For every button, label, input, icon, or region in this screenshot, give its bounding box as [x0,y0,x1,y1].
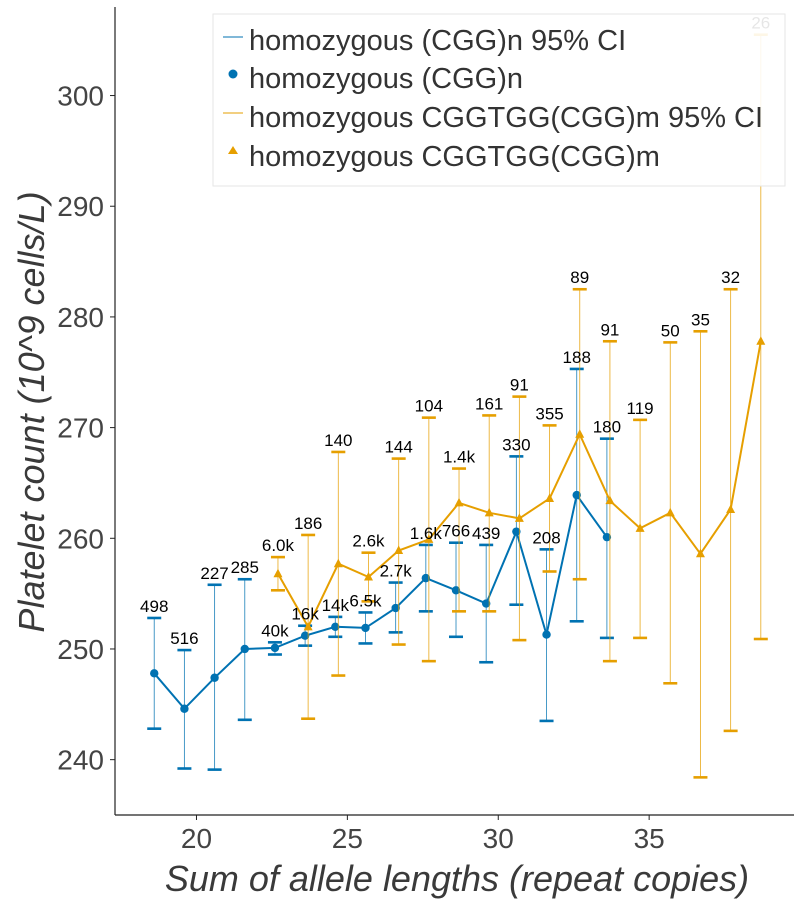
count-label-cggtgg-15: 32 [721,268,740,287]
count-label-cggtgg-6: 1.4k [443,448,476,467]
y-tick-label-300: 300 [57,81,104,112]
point-cggtgg-15 [726,504,736,514]
x-tick-label-30: 30 [483,823,514,854]
count-label-cggtgg-10: 89 [570,268,589,287]
count-label-cgg-3: 285 [231,558,259,577]
count-label-cggtgg-7: 161 [475,394,503,413]
count-label-cggtgg-0: 6.0k [262,536,295,555]
x-axis-title: Sum of allele lengths (repeat copies) [165,858,749,899]
count-label-cgg-2: 227 [200,564,228,583]
point-cggtgg-14 [695,548,705,558]
count-label-cggtgg-5: 104 [415,397,443,416]
count-label-cgg-10: 766 [442,522,470,541]
point-cggtgg-6 [454,497,464,507]
point-cggtgg-9 [545,493,555,502]
point-cgg-6 [331,622,340,632]
point-cgg-11 [481,599,491,608]
series-line-cgg [153,492,608,711]
point-cggtgg-1 [303,621,313,631]
count-label-cggtgg-3: 2.6k [352,532,385,551]
count-label-cggtgg-8: 91 [510,376,529,395]
series-cgg [147,367,614,771]
point-cgg-12 [512,527,521,536]
count-label-cgg-9: 1.6k [410,524,443,543]
point-cggtgg-3 [363,572,373,581]
point-cggtgg-13 [665,507,675,517]
point-cgg-4 [270,643,280,653]
point-cggtgg-2 [333,558,343,568]
count-label-cgg-7: 6.5k [349,591,382,610]
count-label-cggtgg-13: 50 [661,321,680,340]
x-tick-label-20: 20 [181,823,212,854]
count-label-cgg-4: 40k [261,621,289,640]
point-cggtgg-5 [424,534,434,543]
y-tick-label-240: 240 [57,745,104,776]
count-label-cgg-5: 16k [291,605,319,624]
point-cggtgg-16 [756,336,766,345]
legend-swatch-cgg [228,69,238,79]
point-cggtgg-12 [635,523,645,532]
series-cggtgg [270,33,768,779]
legend: homozygous (CGG)n 95% CI homozygous (CGG… [212,13,786,187]
point-cgg-2 [210,673,219,682]
y-tick-label-250: 250 [57,634,104,665]
count-label-cgg-8: 2.7k [380,562,413,581]
count-label-cgg-1: 516 [170,629,198,648]
count-label-cgg-11: 439 [472,524,500,543]
series [147,33,768,779]
y-tick-label-290: 290 [57,191,104,222]
legend-label-cggtgg-ci: homozygous CGGTGG(CGG)m 95% CI [249,102,763,134]
count-label-cggtgg-9: 355 [535,404,563,423]
legend-swatch-cggtgg [228,146,238,154]
point-cgg-15 [602,532,612,542]
point-cggtgg-10 [575,429,585,438]
y-tick-label-260: 260 [57,523,104,554]
axes [114,7,794,816]
point-cgg-1 [180,704,189,713]
count-label-cgg-12: 330 [502,435,530,454]
count-label-cggtgg-2: 140 [324,431,352,450]
count-label-cggtgg-4: 144 [384,438,412,457]
point-cgg-13 [542,630,551,639]
count-label-cggtgg-1: 186 [294,514,322,533]
point-cggtgg-11 [605,495,615,505]
legend-label-cgg: homozygous (CGG)n [249,63,523,95]
count-label-cggtgg-12: 119 [627,399,654,418]
legend-label-cggtgg: homozygous CGGTGG(CGG)m [249,141,660,173]
point-cgg-10 [451,586,461,595]
y-axis-title: Platelet count (10^9 cells/L) [11,191,52,632]
count-label-cggtgg-14: 35 [691,310,710,329]
point-cgg-0 [150,669,159,678]
point-cgg-9 [421,573,431,583]
point-cgg-14 [572,490,581,500]
point-cgg-3 [240,644,249,654]
count-label-cgg-15: 180 [593,418,621,437]
y-tick-label-270: 270 [57,413,104,444]
y-tick-label-280: 280 [57,302,104,333]
point-cgg-7 [361,623,370,633]
legend-label-cgg-ci: homozygous (CGG)n 95% CI [249,25,626,57]
legend-box [212,13,786,187]
tick-labels: 240 250 260 270 280 290 300 20 25 30 35 [57,81,664,854]
point-cggtgg-7 [484,507,494,517]
count-label-cgg-0: 498 [140,597,168,616]
count-label-cgg-6: 14k [322,596,350,615]
count-label-cgg-14: 188 [563,348,591,367]
count-label-cggtgg-11: 91 [600,320,619,339]
point-cgg-5 [300,631,310,640]
x-tick-label-25: 25 [332,823,363,854]
count-label-cgg-13: 208 [532,528,560,547]
x-tick-label-35: 35 [634,823,665,854]
point-cgg-8 [391,603,400,613]
point-cggtgg-0 [273,568,283,578]
point-cggtgg-8 [514,513,524,522]
point-cggtgg-4 [394,545,404,554]
